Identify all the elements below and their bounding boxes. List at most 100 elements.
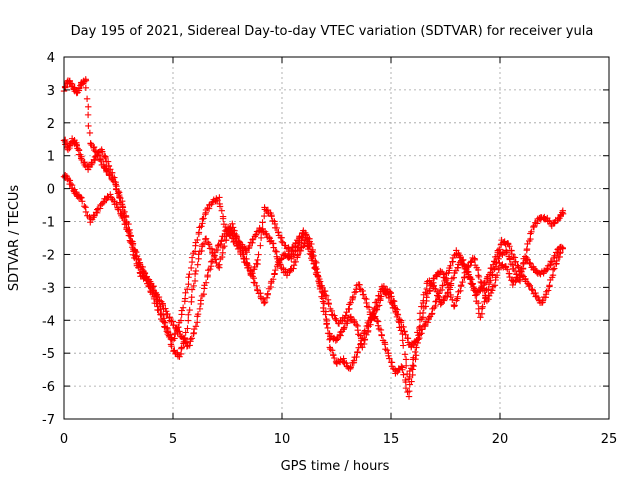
y-tick-label: 3 — [47, 84, 55, 99]
data-point — [277, 261, 284, 268]
data-point — [400, 342, 407, 349]
data-point — [85, 103, 92, 111]
data-point — [85, 122, 92, 130]
data-point — [94, 152, 102, 160]
data-point — [143, 276, 151, 283]
data-point — [132, 252, 139, 259]
data-point — [310, 260, 318, 268]
data-point — [349, 293, 357, 301]
data-point — [181, 295, 189, 302]
data-point — [481, 279, 489, 287]
data-point — [93, 206, 101, 213]
data-point — [474, 299, 482, 307]
data-point — [209, 257, 216, 265]
data-point — [194, 236, 201, 244]
data-point — [380, 282, 388, 290]
data-point — [323, 321, 330, 328]
data-point — [264, 290, 271, 297]
data-point — [251, 263, 258, 271]
x-tick-label: 10 — [274, 432, 291, 447]
data-point — [162, 319, 169, 327]
data-point — [449, 296, 456, 304]
data-point — [488, 264, 495, 272]
data-point — [350, 357, 358, 364]
data-point — [261, 212, 268, 220]
data-point — [115, 187, 122, 195]
data-point — [459, 278, 466, 286]
data-point — [231, 230, 238, 237]
data-point — [202, 210, 209, 218]
data-point — [305, 242, 313, 250]
data-point — [272, 247, 279, 255]
data-point — [308, 256, 316, 264]
data-point — [401, 351, 409, 358]
y-tick-label: -7 — [42, 413, 55, 428]
data-point — [190, 282, 197, 290]
data-point — [444, 281, 451, 288]
data-point — [319, 295, 327, 302]
data-point — [73, 141, 80, 148]
data-point — [242, 245, 249, 253]
x-tick-label: 20 — [492, 432, 509, 447]
data-point — [104, 158, 112, 165]
data-point — [185, 311, 192, 318]
data-point — [539, 297, 546, 304]
data-point — [385, 352, 392, 360]
data-point — [361, 295, 369, 302]
axis-ticks: 0 5 10 15 20 25 -7 -6 -5 -4 -3 -2 -1 0 1 2 3 4 — [42, 51, 617, 447]
data-point — [273, 224, 280, 232]
data-point — [194, 261, 201, 268]
data-point — [233, 234, 240, 241]
data-point — [457, 282, 465, 289]
data-point — [216, 194, 223, 201]
data-point — [397, 319, 405, 326]
data-point — [179, 304, 187, 311]
data-point — [322, 308, 330, 315]
data-point — [99, 148, 106, 155]
data-point — [524, 256, 531, 263]
x-tick-label: 25 — [601, 432, 618, 447]
data-point — [374, 322, 382, 329]
data-point — [351, 289, 358, 296]
data-point — [116, 191, 123, 199]
chart-title: Day 195 of 2021, Sidereal Day-to-day VTE… — [71, 24, 594, 39]
data-point — [320, 304, 327, 312]
data-point — [306, 250, 314, 257]
data-point — [125, 227, 132, 235]
data-point — [398, 363, 405, 370]
data-point — [400, 323, 407, 331]
data-point — [331, 354, 338, 362]
data-point — [402, 362, 410, 369]
data-point — [77, 155, 85, 162]
data-point — [551, 265, 558, 272]
data-point — [178, 344, 185, 351]
data-point — [113, 182, 120, 190]
data-point — [261, 298, 269, 306]
data-point — [400, 371, 407, 378]
y-tick-label: -6 — [42, 380, 55, 395]
y-tick-label: 1 — [47, 150, 55, 165]
data-point — [229, 220, 236, 227]
data-point — [121, 221, 129, 228]
x-tick-label: 5 — [169, 432, 177, 447]
data-point — [197, 297, 205, 304]
data-point — [196, 305, 204, 313]
data-point — [544, 266, 551, 273]
data-point — [259, 219, 266, 226]
data-point — [387, 290, 394, 297]
data-point — [199, 215, 206, 223]
data-point — [337, 328, 344, 336]
data-point — [96, 205, 104, 212]
y-tick-label: -3 — [42, 281, 55, 296]
data-point — [202, 235, 210, 242]
data-point — [331, 312, 338, 319]
data-point — [408, 378, 415, 385]
gridlines — [64, 57, 609, 419]
data-point — [491, 282, 499, 289]
data-point — [347, 363, 355, 371]
data-point — [107, 191, 114, 198]
data-point — [319, 284, 326, 291]
data-point — [206, 265, 214, 273]
y-tick-label: 4 — [47, 51, 55, 66]
data-point — [311, 265, 318, 272]
